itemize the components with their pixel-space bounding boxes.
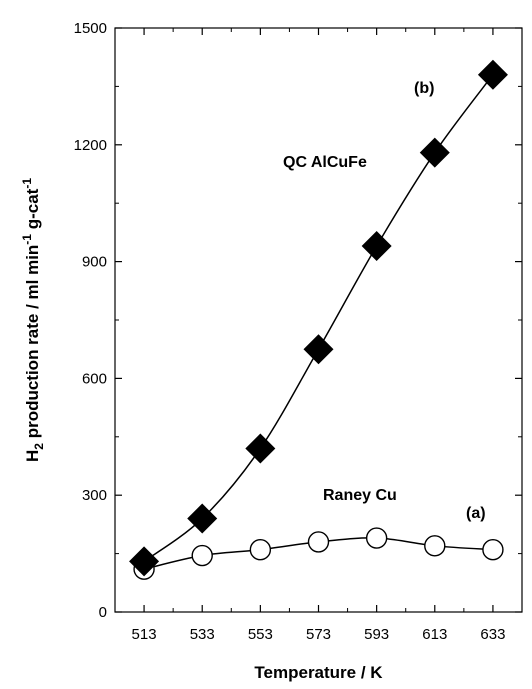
series-a-point [365, 527, 388, 549]
x-tick-label: 533 [190, 626, 215, 643]
y-axis-title-subscript: 2 [32, 443, 46, 450]
y-tick-label: 900 [82, 254, 107, 271]
series-markers [129, 59, 508, 580]
series-a-point [191, 544, 213, 567]
y-tick-label: 0 [99, 604, 107, 621]
y-axis-title-part: g-cat [23, 188, 42, 234]
x-tick-label: 513 [132, 626, 157, 643]
y-axis-title-part: production rate / ml min [23, 245, 42, 443]
series-a-point [424, 535, 446, 557]
series-b-point [245, 433, 276, 464]
y-axis-title-part: H [23, 450, 42, 462]
y-axis-title: H2 production rate / ml min-1 g-cat-1 [20, 178, 46, 462]
annotations: (b) QC AlCuFe Raney Cu (a) [283, 80, 486, 522]
series-b-name: QC AlCuFe [283, 154, 367, 171]
y-axis-title-superscript: -1 [20, 234, 34, 245]
series-a-tag: (a) [466, 505, 486, 522]
series-b-point [187, 503, 218, 534]
y-tick-label: 1500 [74, 20, 107, 37]
y-tick-label: 300 [82, 487, 107, 504]
axis-labels: Temperature / K H2 production rate / ml … [20, 178, 383, 682]
x-tick-label: 553 [248, 626, 273, 643]
x-tick-label: 593 [364, 626, 389, 643]
x-tick-label: 573 [306, 626, 331, 643]
series-b-tag: (b) [414, 80, 434, 97]
series-b-point [303, 334, 334, 365]
series-b-point [477, 59, 508, 90]
series-b-point [129, 546, 160, 577]
y-tick-label: 600 [82, 370, 107, 387]
series-a-point [482, 539, 504, 561]
y-axis-title-superscript: -1 [20, 178, 34, 189]
x-tick-label: 613 [422, 626, 447, 643]
series-a-name: Raney Cu [323, 487, 397, 504]
series-b-point [361, 231, 392, 262]
series-b-point [419, 137, 450, 168]
x-axis-title: Temperature / K [254, 663, 383, 682]
series-a-point [307, 531, 330, 553]
series-a-point [249, 539, 272, 561]
y-tick-label: 1200 [74, 137, 107, 154]
axis-ticks: 0 300 600 900 1200 1500 513 533 553 573 593 613 633 [74, 20, 522, 643]
x-tick-label: 633 [480, 626, 505, 643]
